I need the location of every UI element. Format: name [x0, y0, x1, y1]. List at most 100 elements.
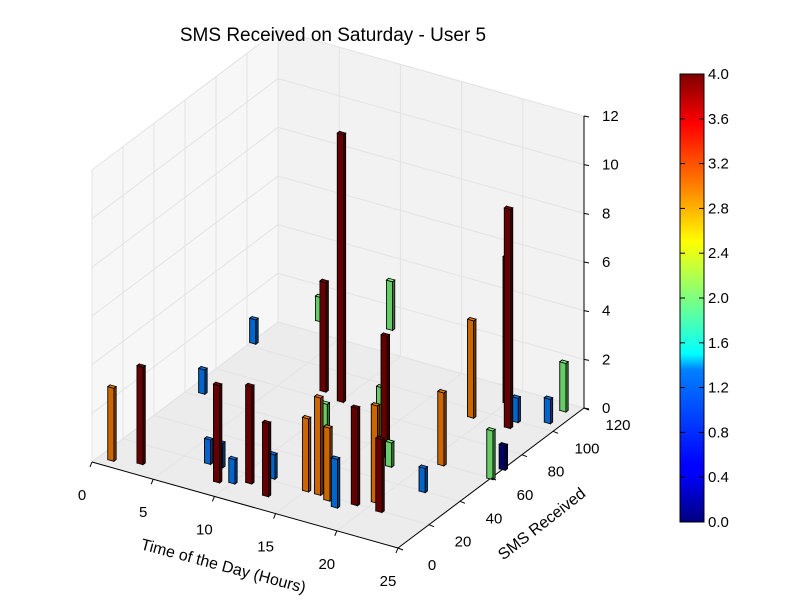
bar-face-top: [197, 366, 209, 371]
bar-face-right: [222, 440, 226, 469]
bar-face-front: [314, 395, 322, 496]
bar-face-top: [319, 278, 330, 284]
bar-face-front: [136, 365, 144, 466]
bar-face-front: [418, 466, 426, 494]
bar-face-right: [443, 390, 447, 467]
y-tick-mark: [521, 454, 528, 458]
grid-z-back: [277, 321, 585, 409]
bar-face-front: [375, 437, 383, 514]
x-tick-label: 5: [139, 504, 147, 521]
colorbar-ticks: 0.0 0.4 0.8 1.2 1.6 2.0 2.4 2.8 3.2 3.6 4.0: [680, 66, 729, 531]
x-tick-mark: [273, 513, 277, 519]
bar-face-right: [320, 395, 324, 497]
bar-face-right: [391, 440, 395, 469]
bar-face-front: [385, 440, 393, 468]
z-tick-label: 8: [602, 205, 610, 222]
bar-28: [436, 388, 448, 467]
x-tick-mark: [89, 461, 93, 468]
y-tick-mark: [490, 477, 497, 481]
bar-face-top: [212, 381, 223, 387]
z-tick-label: 4: [602, 303, 610, 320]
bar-face-top: [558, 359, 570, 364]
bar-face-right: [492, 428, 496, 481]
x-tick-label: 20: [318, 556, 335, 573]
bar-face-top: [498, 442, 509, 447]
bar-32: [558, 359, 570, 413]
bar-face-right: [251, 384, 255, 485]
colorbar-tick-label: 1.2: [708, 380, 729, 397]
grid-z-side: [91, 321, 279, 463]
bar-face-right: [565, 360, 569, 413]
bar-face-front: [330, 457, 338, 509]
bar-face-right: [274, 452, 278, 481]
bar-face-top: [466, 317, 477, 322]
grid-z-back: [277, 29, 585, 117]
y-tick-mark: [428, 524, 435, 528]
bar-face-right: [357, 405, 361, 507]
bar-face-top: [313, 394, 325, 399]
bar-1: [136, 363, 147, 466]
bar-face-right: [550, 396, 554, 425]
colorbar-tick-label: 3.6: [708, 111, 729, 128]
grid-y-floor: [215, 368, 523, 456]
colorbar-tick-label: 0.4: [708, 469, 729, 486]
bar-face-right: [255, 317, 259, 346]
bar-face-front: [261, 421, 269, 498]
y-tick-label: 20: [455, 534, 472, 551]
bar-face-top: [203, 436, 214, 441]
bar-face-front: [198, 367, 206, 395]
bar-face-front: [245, 384, 253, 485]
bar-22: [330, 455, 341, 510]
bar-face-front: [323, 425, 331, 502]
grid-z-side: [91, 29, 279, 171]
z-tick-mark: [583, 310, 590, 313]
y-tick-label: 120: [605, 417, 630, 434]
bar-3: [248, 315, 260, 346]
grid-z-back: [277, 224, 585, 312]
bar-21: [384, 438, 395, 469]
x-tick-mark: [334, 530, 338, 536]
bar-face-right: [219, 383, 223, 484]
bar-9: [244, 382, 255, 485]
y-tick-mark: [552, 430, 559, 434]
bar-13: [385, 277, 396, 332]
colorbar-tick-label: 3.2: [708, 156, 729, 173]
chart-title: SMS Received on Saturday - User 5: [180, 25, 486, 46]
z-tick-mark: [583, 407, 590, 410]
bar-face-front: [336, 132, 344, 404]
bar-face-front: [228, 457, 236, 485]
z-tick-label: 6: [602, 254, 610, 271]
x-tick-label: 25: [380, 573, 397, 590]
grid-y-floor: [246, 344, 554, 432]
x-tick-label: 0: [78, 487, 86, 504]
bar-face-right: [337, 456, 341, 510]
bar-0: [106, 384, 118, 463]
bar-face-right: [325, 280, 329, 394]
bars-layer: [106, 130, 570, 514]
x-tick-mark: [395, 547, 399, 554]
bar-face-front: [212, 383, 221, 484]
bar-face-top: [261, 419, 272, 425]
bar-face-top: [511, 394, 522, 399]
bar-face-top: [330, 455, 341, 460]
bar-face-top: [503, 205, 514, 211]
bar-30: [503, 205, 514, 430]
bar-face-top: [380, 332, 391, 337]
bar-face-front: [301, 416, 309, 493]
z-tick-mark: [583, 212, 590, 215]
bar-19: [322, 423, 334, 502]
bar-face-front: [107, 386, 115, 462]
bar-face-front: [319, 280, 327, 393]
bar-face-front: [249, 317, 257, 345]
bar-face-front: [543, 397, 551, 425]
bar-face-right: [234, 457, 238, 485]
z-tick-mark: [583, 358, 590, 361]
bar-33: [543, 395, 554, 425]
bar-face-top: [384, 439, 395, 444]
bar-24: [350, 404, 361, 507]
grid-z-back: [277, 272, 585, 360]
y-tick-mark: [459, 500, 466, 504]
bar-face-right: [424, 465, 428, 494]
bar-face-front: [467, 318, 475, 419]
bar-face-right: [504, 443, 509, 472]
